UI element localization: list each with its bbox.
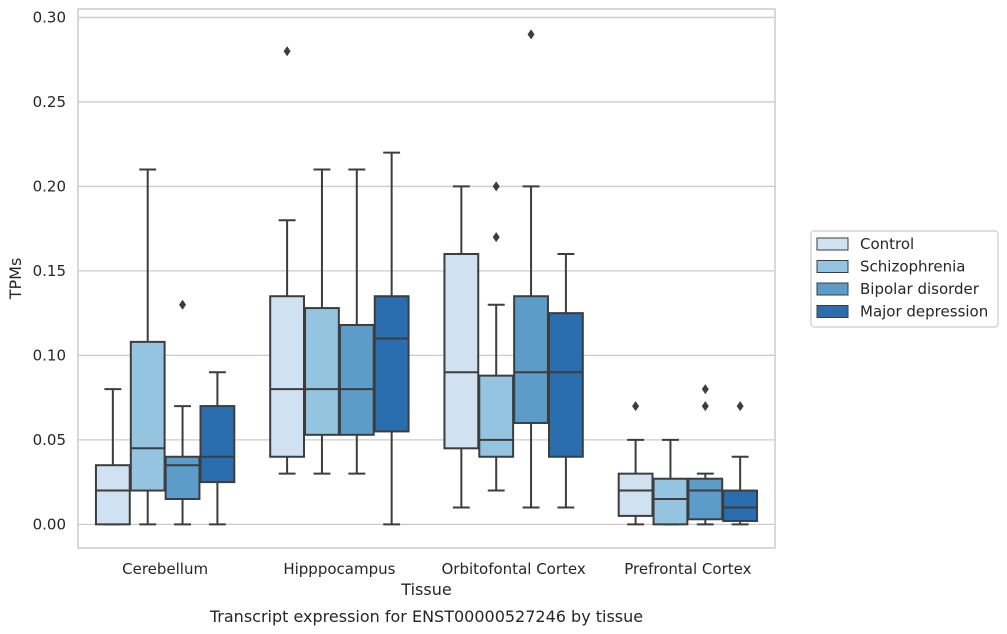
- box-major-depression: [199, 371, 236, 526]
- legend-swatch: [816, 305, 849, 318]
- box-body: [269, 295, 306, 458]
- box-control: [94, 388, 131, 526]
- box-control: [269, 46, 306, 475]
- y-tick-label: 0.05: [33, 431, 66, 449]
- plot-frame: [77, 8, 776, 549]
- box-control: [443, 185, 480, 509]
- box-body: [687, 477, 724, 521]
- box-major-depression: [547, 253, 584, 509]
- x-axis-label: Tissue: [400, 580, 451, 599]
- y-tick-label: 0.30: [33, 8, 66, 26]
- y-tick-label: 0.15: [33, 262, 66, 280]
- box-body: [443, 253, 480, 450]
- box-body: [199, 405, 236, 484]
- box-body: [478, 374, 515, 458]
- legend-label: Control: [860, 235, 914, 253]
- box-bipolar-disorder: [338, 168, 375, 475]
- box-schizophrenia: [478, 181, 515, 492]
- box-bipolar-disorder: [164, 299, 201, 526]
- legend-swatch: [816, 260, 849, 273]
- y-tick-label: 0.10: [33, 346, 66, 364]
- figure-caption: Transcript expression for ENST0000052724…: [209, 607, 643, 626]
- box-body: [338, 323, 375, 436]
- legend-label: Major depression: [860, 303, 988, 321]
- y-tick-label: 0.20: [33, 177, 66, 195]
- outlier-point: [283, 46, 291, 57]
- x-tick-label: Prefrontal Cortex: [624, 560, 751, 578]
- outlier-point: [701, 401, 709, 412]
- grid-lines: [78, 16, 775, 525]
- box-body: [513, 295, 549, 424]
- x-tick-label: Cerebellum: [122, 560, 208, 578]
- box-control: [617, 401, 654, 526]
- x-tick-label: Orbitofontal Cortex: [442, 560, 586, 578]
- y-tick-labels: 0.00 0.05 0.10 0.15 0.20 0.25 0.30: [33, 8, 66, 533]
- box-body: [129, 340, 166, 492]
- box-bipolar-disorder: [687, 384, 724, 526]
- box-schizophrenia: [652, 438, 689, 526]
- outlier-point: [492, 232, 500, 243]
- box-body: [164, 455, 201, 500]
- box-body: [94, 464, 131, 526]
- legend-swatch: [816, 282, 849, 296]
- outlier-point: [701, 384, 709, 395]
- box-body: [373, 295, 410, 433]
- legend-frame: [810, 230, 999, 328]
- y-tick-label: 0.00: [33, 515, 66, 533]
- y-axis-label: TPMs: [6, 258, 25, 301]
- box-body: [617, 472, 654, 517]
- box-body: [547, 312, 584, 458]
- box-schizophrenia: [129, 168, 166, 526]
- box-body: [652, 477, 689, 526]
- boxes: [94, 29, 759, 526]
- legend: Control Schizophrenia Bipolar disorder Majo…: [810, 230, 999, 328]
- box-major-depression: [373, 151, 410, 526]
- x-tick-label: Hipppocampus: [283, 560, 395, 578]
- box-major-depression: [722, 401, 759, 526]
- legend-label: Bipolar disorder: [860, 280, 980, 298]
- outlier-point: [736, 401, 744, 412]
- outlier-point: [632, 401, 640, 412]
- outlier-point: [179, 299, 187, 310]
- box-body: [722, 489, 759, 522]
- box-bipolar-disorder: [513, 29, 549, 509]
- legend-label: Schizophrenia: [860, 258, 965, 276]
- outlier-point: [527, 29, 535, 40]
- legend-swatch: [816, 237, 849, 251]
- x-tick-labels: Cerebellum Hipppocampus Orbitofontal Corte…: [122, 560, 751, 578]
- box-body: [304, 307, 340, 436]
- outlier-point: [492, 181, 500, 192]
- y-tick-label: 0.25: [33, 93, 66, 111]
- box-schizophrenia: [304, 168, 340, 475]
